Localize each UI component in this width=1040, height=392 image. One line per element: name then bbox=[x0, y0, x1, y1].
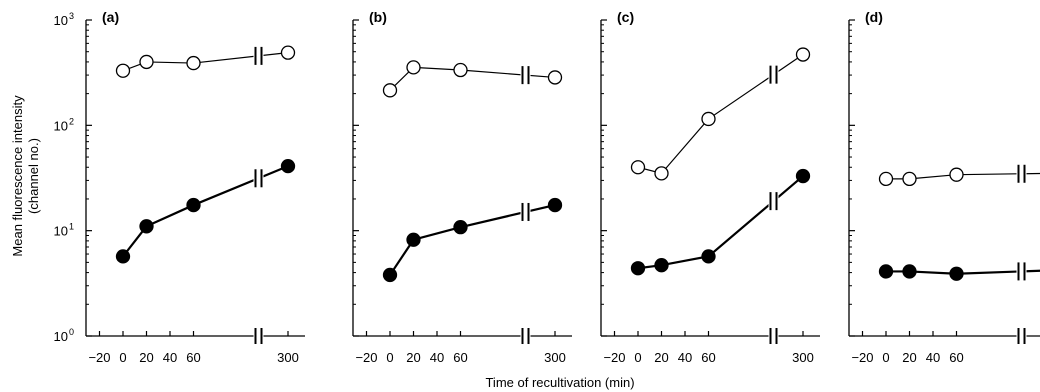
x-tick-label: 40 bbox=[163, 350, 177, 365]
x-tick-label: 20 bbox=[902, 350, 916, 365]
y-tick-label-exponent: 1 bbox=[69, 222, 74, 232]
series-break-gap bbox=[520, 202, 531, 221]
open-data-point bbox=[139, 54, 154, 70]
x-tick-label: 300 bbox=[277, 350, 299, 365]
filled-data-point bbox=[654, 258, 669, 273]
panel-label: (c) bbox=[617, 9, 634, 25]
filled-series-line bbox=[389, 203, 556, 276]
filled-series-line bbox=[637, 175, 804, 270]
y-axis-label-line1: Mean fluorescence intensity bbox=[10, 95, 25, 257]
series-break-gap bbox=[1016, 262, 1027, 281]
x-tick-label: 60 bbox=[949, 350, 963, 365]
open-data-point bbox=[630, 160, 646, 175]
x-axis-break-gap bbox=[253, 328, 264, 344]
series-break-gap bbox=[768, 65, 779, 84]
y-tick-label-exponent: 2 bbox=[69, 116, 74, 126]
open-data-point bbox=[382, 83, 398, 98]
x-tick-label: 40 bbox=[678, 350, 692, 365]
x-tick-label: 60 bbox=[186, 350, 200, 365]
y-tick-label-exponent: 0 bbox=[69, 327, 74, 337]
x-tick-label: 20 bbox=[654, 350, 668, 365]
open-data-point bbox=[795, 47, 811, 62]
open-data-point bbox=[701, 111, 716, 127]
y-tick-label: 10 bbox=[54, 13, 68, 28]
filled-series-line bbox=[886, 269, 1040, 275]
x-tick-label: 0 bbox=[119, 350, 126, 365]
series-break-gap bbox=[253, 46, 264, 65]
filled-data-point bbox=[902, 264, 917, 279]
panel-label: (d) bbox=[865, 9, 883, 25]
x-axis-break-gap bbox=[520, 328, 531, 344]
filled-data-point bbox=[878, 264, 894, 279]
open-data-point bbox=[186, 55, 201, 71]
filled-data-point bbox=[115, 249, 131, 264]
series-break-gap bbox=[1016, 164, 1027, 183]
series-break-gap bbox=[520, 66, 531, 85]
open-series-line bbox=[122, 52, 289, 72]
x-tick-label: 20 bbox=[139, 350, 153, 365]
open-data-point bbox=[280, 45, 296, 60]
open-data-point bbox=[878, 171, 894, 187]
y-axis-label-line2: (channel no.) bbox=[26, 138, 41, 214]
filled-series-line bbox=[122, 165, 289, 258]
filled-data-point bbox=[453, 219, 468, 235]
series-break-gap bbox=[253, 169, 264, 188]
x-tick-label: 0 bbox=[634, 350, 641, 365]
open-data-point bbox=[453, 62, 468, 78]
open-data-point bbox=[902, 171, 917, 187]
open-data-point bbox=[406, 60, 421, 75]
x-tick-label: 0 bbox=[386, 350, 393, 365]
x-tick-label: 60 bbox=[453, 350, 467, 365]
x-tick-label: 20 bbox=[406, 350, 420, 365]
x-tick-label: −20 bbox=[851, 350, 873, 365]
y-tick-label: 10 bbox=[54, 224, 68, 239]
x-tick-label: −20 bbox=[88, 350, 110, 365]
panel-c: −20 0 20 40 60 300 (c) bbox=[600, 9, 820, 365]
x-tick-label: 300 bbox=[544, 350, 566, 365]
panel-b: −20 0 20 40 60 300 (b) bbox=[352, 9, 572, 365]
x-tick-label: −20 bbox=[603, 350, 625, 365]
x-tick-label: 40 bbox=[430, 350, 444, 365]
y-tick-label-exponent: 3 bbox=[69, 11, 74, 21]
open-data-point bbox=[949, 167, 964, 182]
open-series-line bbox=[637, 54, 804, 175]
filled-data-point bbox=[547, 197, 563, 213]
filled-data-point bbox=[795, 168, 811, 184]
x-tick-label: 300 bbox=[792, 350, 814, 365]
filled-data-point bbox=[186, 197, 201, 213]
filled-data-point bbox=[280, 158, 296, 174]
x-tick-label: 60 bbox=[701, 350, 715, 365]
x-axis-break-gap bbox=[768, 328, 779, 344]
open-series-line bbox=[389, 66, 556, 91]
filled-data-point bbox=[949, 266, 964, 281]
x-axis-break-gap bbox=[1016, 328, 1027, 344]
open-data-point bbox=[115, 63, 131, 78]
filled-data-point bbox=[139, 219, 154, 234]
open-data-point bbox=[547, 70, 563, 85]
panel-label: (a) bbox=[102, 9, 119, 25]
x-tick-label: 40 bbox=[926, 350, 940, 365]
filled-data-point bbox=[406, 232, 421, 247]
open-series-line bbox=[886, 172, 1040, 180]
panel-label: (b) bbox=[369, 9, 387, 25]
filled-data-point bbox=[701, 249, 716, 264]
x-tick-label: −20 bbox=[355, 350, 377, 365]
y-tick-label: 10 bbox=[54, 118, 68, 133]
series-break-gap bbox=[768, 192, 779, 211]
filled-data-point bbox=[630, 261, 646, 276]
y-tick-label: 10 bbox=[54, 329, 68, 344]
x-tick-label: 0 bbox=[882, 350, 889, 365]
open-data-point bbox=[654, 166, 669, 181]
x-axis-label: Time of recultivation (min) bbox=[485, 375, 634, 390]
filled-data-point bbox=[382, 267, 398, 283]
